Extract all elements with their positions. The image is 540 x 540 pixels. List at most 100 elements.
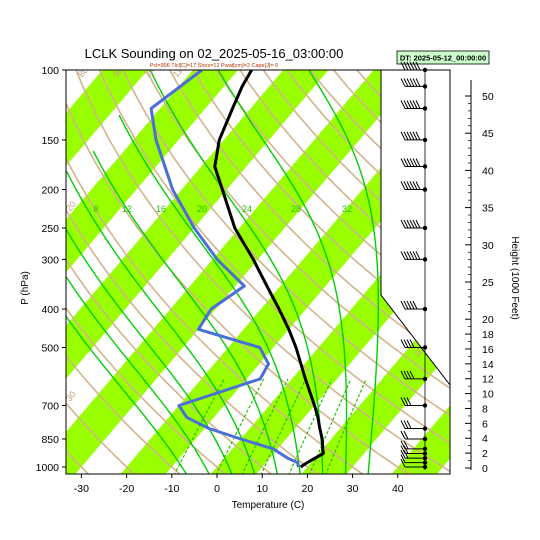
- dry-adiabat-line: [66, 208, 319, 474]
- y-tick-label: 250: [41, 223, 59, 235]
- dry-adiabat-line: [122, 70, 450, 417]
- wind-barb-feather: [412, 131, 418, 141]
- mixing-ratio-line: [173, 378, 225, 474]
- wind-barb-feather: [415, 100, 421, 109]
- dry-adiabat-line: [66, 258, 273, 474]
- dry-adiabat-line: [98, 70, 450, 445]
- isotherm-label: 100: [142, 61, 159, 79]
- wind-barb-feather: [409, 61, 415, 71]
- wind-barb-feather: [403, 420, 409, 429]
- mixing-ratio-lines: 8 12 16 20 24 28 32: [93, 204, 367, 474]
- wind-barb-feather: [403, 219, 409, 229]
- mixing-ratio-line: [260, 378, 307, 474]
- y-tick-label: 500: [41, 342, 59, 354]
- wind-barb-feather: [400, 458, 406, 468]
- wind-barb-feather: [406, 397, 412, 406]
- wind-barb-feather: [409, 181, 415, 190]
- isotherm-label: 20: [64, 199, 78, 213]
- dry-adiabat-line: [66, 354, 182, 474]
- wind-barb-feather: [403, 100, 409, 109]
- wind-barb-feather: [403, 61, 409, 71]
- wind-barb-feather: [403, 131, 409, 141]
- wind-barb: [400, 454, 428, 465]
- wind-barb-feather: [406, 300, 412, 310]
- dry-adiabat-line: [0, 52, 44, 476]
- height-tick-label: 14: [482, 359, 494, 371]
- wind-barb: [400, 131, 428, 143]
- wind-barb-feather: [412, 181, 418, 190]
- wind-barb-feather: [409, 131, 415, 141]
- moist-adiabat-line: [66, 275, 210, 474]
- dry-adiabat-line: [455, 52, 540, 476]
- y-tick-label: 850: [41, 434, 59, 446]
- dry-adiabat-line: [192, 70, 450, 337]
- wind-barb: [400, 100, 428, 111]
- wind-barb-feather: [400, 100, 406, 109]
- y-tick-label: 150: [41, 135, 59, 147]
- wind-barb-feather: [406, 61, 412, 71]
- y-tick-label: 200: [41, 185, 59, 197]
- wind-barb: [400, 61, 428, 73]
- chart-subtitle: Pcl=996 Tlcl[C]=17 Shox=12 Pwat[cm]=2 Ca…: [150, 63, 278, 69]
- plot-frame: [65, 69, 451, 475]
- wind-barb-feather: [400, 251, 406, 260]
- isotherm-label: 80: [76, 65, 90, 79]
- isotherm-band: [120, 86, 450, 474]
- height-tick-label: 18: [482, 329, 494, 341]
- wind-barb-feather: [400, 61, 406, 71]
- wind-barb: [400, 449, 428, 461]
- wind-barb-feather: [406, 420, 412, 429]
- wind-barb-feather: [415, 219, 421, 229]
- isotherm-label: 30: [64, 389, 78, 403]
- x-axis: -30 -20 -10 0 10 20 30 40: [74, 474, 404, 495]
- height-tick-label: 6: [482, 418, 488, 430]
- wind-barb-feather: [403, 339, 409, 348]
- wind-barb-feather: [400, 430, 406, 440]
- dewpoint-profile-line: [149, 70, 300, 468]
- wind-barb-feather: [415, 131, 421, 141]
- x-tick-label: 40: [392, 483, 404, 495]
- wind-barb-feather: [400, 440, 406, 450]
- datetime-box: DT: 2025-05-12_00:00:00: [396, 50, 490, 65]
- height-tick-label: 40: [482, 165, 494, 177]
- mixing-ratio-label: 20: [197, 204, 207, 214]
- wind-barb: [400, 420, 428, 431]
- moist-adiabat-line: [66, 315, 188, 474]
- wind-barb-feather: [403, 181, 409, 190]
- wind-barb-feather: [406, 181, 412, 190]
- dry-adiabat-line: [75, 70, 450, 473]
- wind-barb-feather: [409, 251, 415, 260]
- wind-barb: [400, 339, 428, 350]
- wind-barb-feather: [406, 100, 412, 109]
- wind-barb-feather: [415, 251, 421, 260]
- wind-barb-feather: [406, 78, 412, 87]
- wind-barb: [400, 430, 428, 442]
- wind-barb-feather: [409, 78, 415, 87]
- height-tick-label: 8: [482, 403, 488, 415]
- mixing-ratio-label: 8: [93, 204, 98, 214]
- wind-barb-feather: [412, 219, 418, 229]
- wind-barb: [400, 78, 428, 89]
- mixing-ratio-label: 12: [122, 204, 132, 214]
- wind-barb-feather: [412, 61, 418, 71]
- wind-barb-feather: [412, 100, 418, 109]
- wind-barb-feather: [406, 251, 412, 260]
- dry-adiabat-line: [66, 402, 136, 474]
- moist-adiabat-line: [118, 114, 301, 474]
- wind-barb-feather: [409, 300, 415, 310]
- height-tick-label: 16: [482, 344, 494, 356]
- y-axis: 100 150 200 250 300 400 500 700 850 1000: [36, 65, 66, 474]
- y-tick-label: 400: [41, 304, 59, 316]
- wind-barb: [400, 370, 428, 382]
- wind-barb: [400, 440, 428, 452]
- x-tick-label: -10: [164, 483, 179, 495]
- mixing-ratio-label: 32: [342, 204, 352, 214]
- wind-barb-feather: [403, 78, 409, 87]
- wind-barb-feather: [412, 78, 418, 87]
- wind-panel-edge: [380, 70, 450, 386]
- mixing-ratio-line: [325, 378, 367, 474]
- y-tick-label: 300: [41, 254, 59, 266]
- wind-barb: [400, 458, 428, 470]
- wind-barb-feather: [403, 445, 409, 454]
